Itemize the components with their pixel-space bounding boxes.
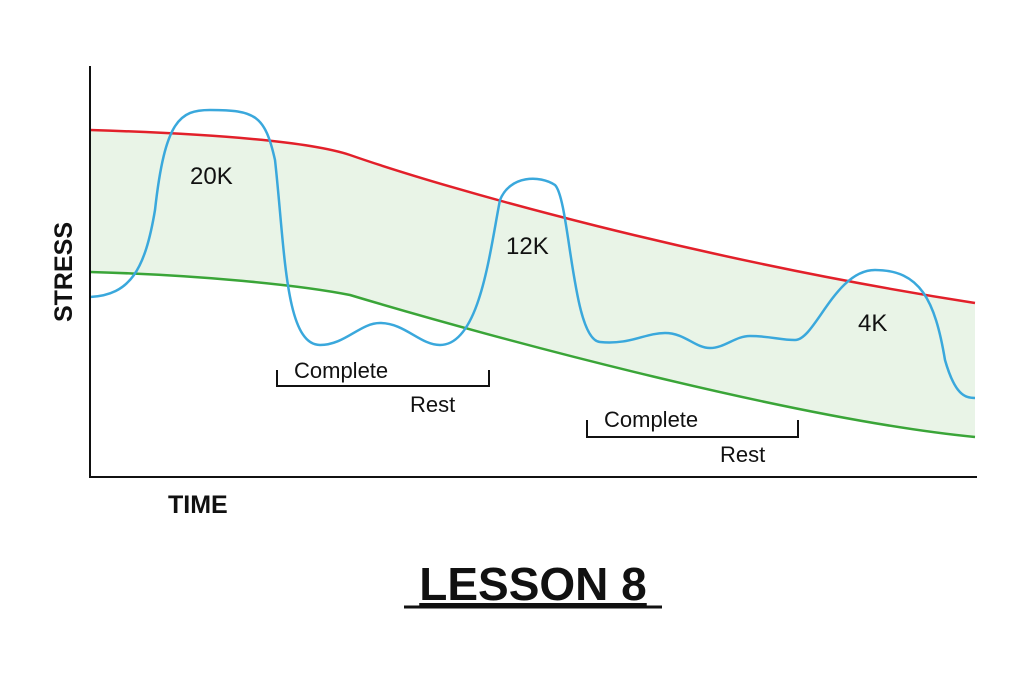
peak-label: 4K [858, 310, 887, 337]
peak-label: 12K [506, 233, 549, 260]
upper-line [89, 128, 976, 305]
peak-label: 20K [190, 163, 233, 190]
lower-line [89, 270, 976, 439]
axes [89, 66, 977, 478]
y-axis-label: STRESS [50, 222, 78, 322]
title: LESSON 8 [419, 558, 647, 610]
rest-bracket [276, 370, 490, 387]
rest-label: Complete [294, 358, 388, 383]
rest-label: Rest [410, 392, 455, 417]
rest-bracket [586, 420, 799, 438]
rest-label: Rest [720, 442, 765, 467]
stress-curve [89, 108, 976, 400]
rest-label: Complete [604, 407, 698, 432]
x-axis-label: TIME [168, 491, 228, 519]
optimal-zone [90, 130, 975, 437]
